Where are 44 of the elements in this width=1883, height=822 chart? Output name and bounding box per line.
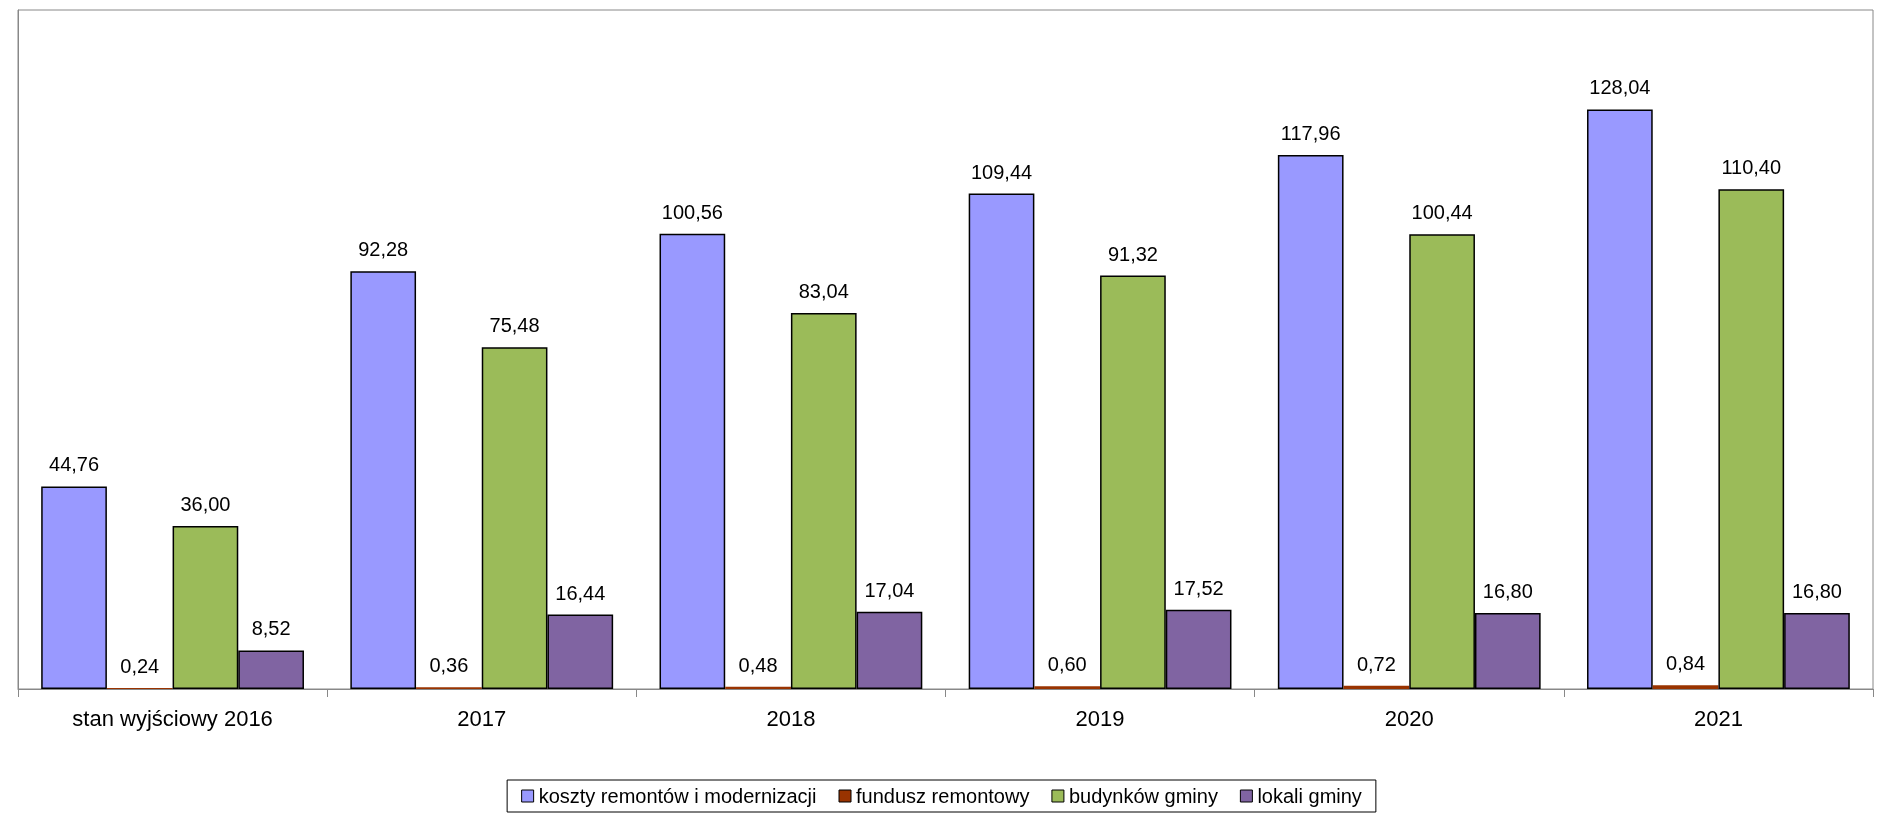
data-label: 0,60 [1047,653,1087,676]
data-label: 109,44 [970,160,1033,183]
data-label: 110,40 [1721,156,1782,179]
x-tick-label: 2018 [766,705,816,731]
data-label: 36,00 [180,493,231,516]
bar [659,233,726,689]
legend-label: budynków gminy [1068,785,1218,807]
data-label: 0,72 [1356,652,1396,675]
bar [1587,109,1653,689]
data-label: 100,56 [661,200,723,223]
legend-label: koszty remontów i modernizacji [538,785,817,807]
data-label: 75,48 [489,314,540,337]
bar [1034,686,1101,689]
bar [1277,155,1344,689]
data-label: 92,28 [358,238,409,261]
bar [41,486,107,689]
legend-label: fundusz remontowy [856,785,1030,807]
x-tick-label: 2017 [457,705,507,731]
bar [968,193,1035,689]
x-tick-label: 2020 [1384,705,1434,731]
bar [1343,685,1410,689]
data-label: 128,04 [1589,76,1651,99]
data-label: 17,52 [1173,576,1224,599]
data-label: 17,04 [864,578,915,601]
data-label: 0,36 [429,654,469,677]
data-label: 16,44 [555,581,606,604]
data-label: 0,24 [120,654,160,677]
data-label: 117,96 [1280,122,1341,145]
data-label: 0,48 [738,653,778,676]
legend-label: lokali gminy [1257,785,1362,807]
data-label: 16,80 [1482,579,1533,602]
x-tick-label: 2021 [1693,705,1743,731]
bar [1652,685,1719,689]
x-tick-label: 2019 [1075,705,1125,731]
data-label: 83,04 [798,280,849,303]
x-tick-label: stan wyjściowy 2016 [72,705,273,731]
data-label: 91,32 [1107,242,1158,265]
bar [725,686,791,689]
data-label: 0,84 [1666,652,1706,675]
data-label: 16,80 [1791,579,1842,602]
data-label: 8,52 [251,617,291,640]
bar [350,271,417,689]
data-label: 100,44 [1411,201,1473,224]
data-label: 44,76 [49,453,100,476]
